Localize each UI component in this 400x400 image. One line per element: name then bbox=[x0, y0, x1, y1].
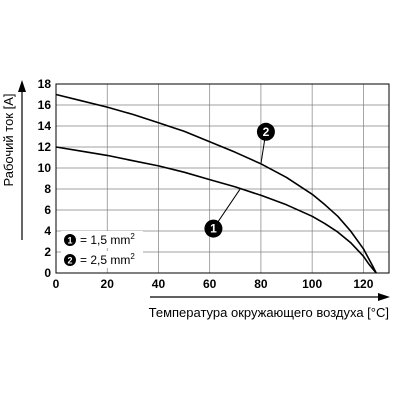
callout-marker-text: 1 bbox=[210, 222, 217, 236]
y-tick-label: 18 bbox=[38, 77, 52, 91]
callout-marker-1 bbox=[204, 219, 223, 238]
legend-marker-text: 1 bbox=[67, 236, 72, 246]
x-axis-title: Температура окружающего воздуха [°C] bbox=[149, 305, 389, 320]
x-tick-label: 60 bbox=[203, 277, 217, 291]
series-line-2 bbox=[55, 93, 377, 274]
legend-label-superscript: 2 bbox=[130, 232, 135, 241]
x-tick-label: 0 bbox=[53, 277, 60, 291]
axis-arrows bbox=[18, 80, 390, 301]
legend-label: = 2,5 mm2 bbox=[80, 252, 135, 267]
legend-label-superscript: 2 bbox=[130, 252, 135, 261]
x-tick-label: 40 bbox=[152, 277, 166, 291]
y-axis-arrowhead bbox=[18, 80, 26, 92]
callouts: 12 bbox=[204, 122, 275, 238]
legend-background bbox=[61, 231, 143, 248]
legend-background bbox=[61, 251, 143, 268]
y-tick-label: 10 bbox=[38, 161, 52, 175]
y-tick-label: 0 bbox=[44, 266, 51, 280]
series-line-1 bbox=[55, 146, 377, 274]
x-tick-label: 100 bbox=[302, 277, 322, 291]
legend-marker-1 bbox=[64, 234, 76, 246]
grid bbox=[56, 83, 389, 273]
plot-frame bbox=[55, 83, 390, 274]
legend-marker-text: 2 bbox=[67, 256, 72, 266]
callout-marker-2 bbox=[256, 122, 275, 141]
x-tick-label: 120 bbox=[353, 277, 373, 291]
legend-marker-2 bbox=[64, 254, 76, 266]
callout-marker-text: 2 bbox=[263, 125, 270, 139]
y-tick-label: 16 bbox=[38, 98, 52, 112]
y-tick-label: 12 bbox=[38, 140, 52, 154]
x-tick-label: 80 bbox=[254, 277, 268, 291]
y-tick-label: 2 bbox=[44, 245, 51, 259]
y-tick-label: 6 bbox=[44, 203, 51, 217]
y-tick-label: 4 bbox=[44, 224, 51, 238]
y-axis-title: Рабочий ток [A] bbox=[1, 94, 16, 187]
x-axis-arrowhead bbox=[378, 293, 390, 301]
y-tick-label: 14 bbox=[38, 119, 52, 133]
series-lines bbox=[55, 93, 377, 274]
x-tick-label: 20 bbox=[101, 277, 115, 291]
y-tick-label: 8 bbox=[44, 182, 51, 196]
legend-label: = 1,5 mm2 bbox=[80, 232, 135, 247]
